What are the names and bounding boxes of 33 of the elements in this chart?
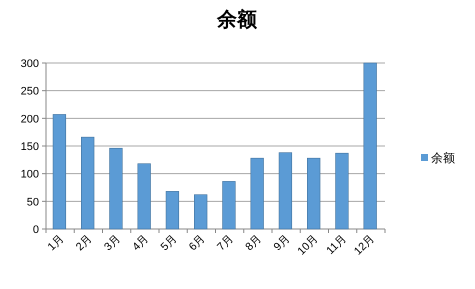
y-tick-label: 100 bbox=[20, 168, 39, 181]
x-tick-label: 10月 bbox=[296, 232, 320, 258]
bar bbox=[52, 114, 66, 230]
x-tick-label: 9月 bbox=[272, 232, 292, 254]
x-tick-label: 3月 bbox=[102, 232, 123, 254]
bar bbox=[194, 194, 208, 230]
y-tick-label: 150 bbox=[20, 141, 39, 153]
x-tick-label: 12月 bbox=[352, 232, 377, 258]
bar bbox=[278, 152, 292, 230]
bar bbox=[138, 163, 151, 230]
legend-label: 余额 bbox=[431, 151, 455, 165]
bar bbox=[166, 191, 180, 230]
y-tick-label: 200 bbox=[20, 113, 39, 126]
x-tick-label: 6月 bbox=[186, 232, 208, 254]
y-tick-label: 250 bbox=[20, 86, 39, 98]
bar bbox=[81, 136, 94, 230]
y-tick-label: 0 bbox=[32, 224, 39, 236]
bar bbox=[250, 158, 264, 230]
y-tick-label: 300 bbox=[20, 58, 39, 70]
x-tick-label: 2月 bbox=[74, 232, 94, 254]
x-tick-label: 1月 bbox=[46, 232, 66, 254]
x-tick-label: 7月 bbox=[215, 232, 236, 254]
bar bbox=[364, 62, 377, 230]
x-tick-label: 4月 bbox=[130, 232, 151, 254]
x-tick-label: 11月 bbox=[324, 232, 349, 257]
x-tick-label: 8月 bbox=[243, 232, 264, 254]
y-tick-label: 50 bbox=[26, 196, 39, 208]
bar bbox=[222, 181, 236, 230]
bar bbox=[109, 148, 123, 230]
bar bbox=[335, 152, 349, 230]
chart-title: 余额 bbox=[216, 8, 258, 31]
bar bbox=[307, 158, 320, 230]
x-tick-label: 5月 bbox=[158, 232, 180, 254]
